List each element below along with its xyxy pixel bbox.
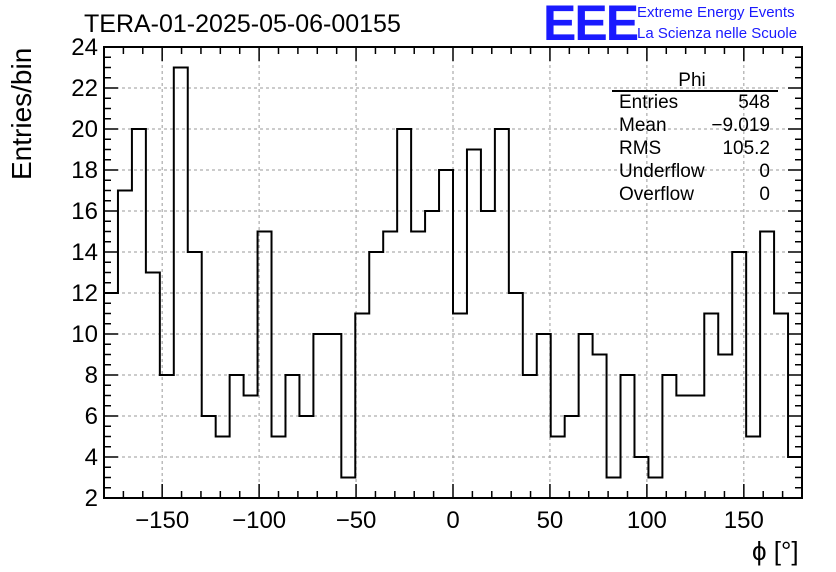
stat-label-rms: RMS xyxy=(619,138,662,159)
y-tick-label: 14 xyxy=(71,239,98,266)
stat-label-overflow: Overflow xyxy=(619,184,694,205)
eee-logo: EEE xyxy=(543,0,639,51)
stats-divider xyxy=(612,90,778,92)
histogram-bin xyxy=(453,314,467,499)
histogram-bin xyxy=(132,129,146,498)
histogram-bin xyxy=(327,334,341,498)
logo-text-line-1: Extreme Energy Events xyxy=(637,4,795,21)
y-tick-label: 20 xyxy=(71,116,98,143)
stat-value-rms: 105.2 xyxy=(722,138,770,159)
y-tick-label: 18 xyxy=(71,157,98,184)
histogram-bin xyxy=(621,375,635,498)
x-tick-label: −150 xyxy=(135,507,189,534)
histogram-bin xyxy=(648,478,662,499)
histogram-bin xyxy=(188,252,202,498)
stat-label-underflow: Underflow xyxy=(619,161,705,182)
stat-value-underflow: 0 xyxy=(759,161,770,182)
histogram-bin xyxy=(704,314,718,499)
x-tick-label: 50 xyxy=(537,507,564,534)
histogram-bin xyxy=(174,68,188,499)
histogram-bin xyxy=(676,396,690,499)
histogram-bin xyxy=(523,375,537,498)
y-axis-label: Entries/bin xyxy=(6,47,37,180)
histogram-bin xyxy=(481,211,495,498)
stats-title: Phi xyxy=(678,70,706,91)
y-tick-label: 4 xyxy=(85,444,98,471)
histogram-bin xyxy=(299,416,313,498)
stat-value-mean: −9.019 xyxy=(711,115,770,136)
histogram-bin xyxy=(355,314,369,499)
histogram-bin xyxy=(774,314,788,499)
histogram-bin xyxy=(425,211,439,498)
histogram-bin xyxy=(495,129,509,498)
y-tick-label: 10 xyxy=(71,321,98,348)
histogram-bin xyxy=(202,416,216,498)
histogram-bin xyxy=(509,293,523,498)
chart-title: TERA-01-2025-05-06-00155 xyxy=(84,10,401,38)
stat-label-mean: Mean xyxy=(619,115,667,136)
logo-text-line-2: La Scienza nelle Scuole xyxy=(637,25,798,42)
histogram-bin xyxy=(690,396,704,499)
y-tick-label: 24 xyxy=(71,34,98,61)
histogram-bin xyxy=(160,375,174,498)
histogram-bin xyxy=(439,170,453,498)
histogram-bin xyxy=(118,191,132,499)
stat-label-entries: Entries xyxy=(619,92,679,113)
stat-value-overflow: 0 xyxy=(759,184,770,205)
y-tick-label: 16 xyxy=(71,198,98,225)
histogram-bin xyxy=(551,437,565,499)
histogram-bin xyxy=(397,129,411,498)
stat-value-entries: 548 xyxy=(738,92,770,113)
x-tick-label: −50 xyxy=(336,507,377,534)
histogram-bin xyxy=(760,232,774,499)
histogram-bin xyxy=(467,150,481,499)
histogram-bin xyxy=(313,334,327,498)
histogram-bin xyxy=(732,252,746,498)
histogram-bin xyxy=(593,355,607,499)
y-tick-label: 22 xyxy=(71,75,98,102)
plot-frame xyxy=(103,46,803,499)
x-tick-label: −100 xyxy=(232,507,286,534)
histogram-bin xyxy=(718,355,732,499)
histogram-bin xyxy=(537,334,551,498)
y-tick-label: 12 xyxy=(71,280,98,307)
x-tick-label: 150 xyxy=(724,507,764,534)
histogram-bin xyxy=(746,437,760,499)
histogram-bin xyxy=(383,232,397,499)
histogram-bin xyxy=(216,437,230,499)
y-tick-label: 2 xyxy=(85,485,98,512)
histogram-bin xyxy=(230,375,244,498)
histogram-bin xyxy=(662,375,676,498)
histogram-bin xyxy=(369,252,383,498)
histogram-bin xyxy=(258,232,272,499)
histogram-bin xyxy=(285,375,299,498)
histogram-bin xyxy=(146,273,160,499)
y-tick-label: 6 xyxy=(85,403,98,430)
histogram-bin xyxy=(244,396,258,499)
histogram-bin xyxy=(565,416,579,498)
y-tick-label: 8 xyxy=(85,362,98,389)
x-tick-label: 100 xyxy=(627,507,667,534)
histogram-bin xyxy=(341,478,355,499)
histogram-bin xyxy=(411,232,425,499)
histogram-bin xyxy=(579,334,593,498)
histogram-bin xyxy=(272,437,286,499)
x-axis-label: ϕ [°] xyxy=(752,536,799,566)
histogram-outline xyxy=(104,66,802,479)
x-tick-label: 0 xyxy=(446,507,459,534)
